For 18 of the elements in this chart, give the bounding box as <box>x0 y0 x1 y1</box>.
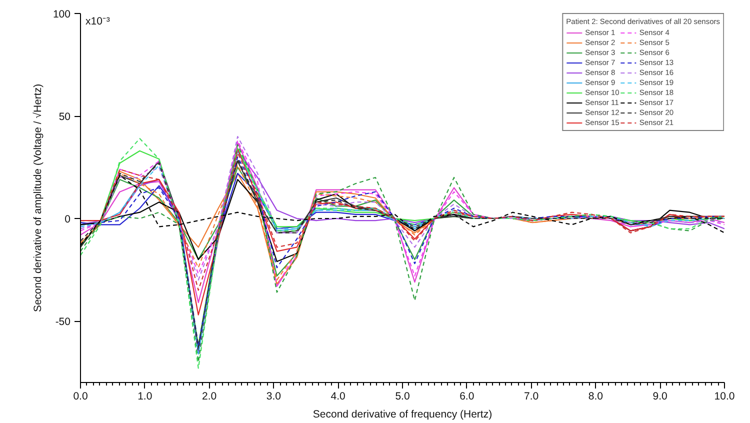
annotation: x10⁻³ <box>86 16 110 28</box>
x-tick-label: 6.0 <box>460 390 474 402</box>
y-axis-title: Second derivative of amplitude (Voltage / √Hertz) <box>32 84 44 312</box>
x-tick-label: 8.0 <box>588 390 604 402</box>
x-tick-label: 7.0 <box>524 390 539 402</box>
y-tick-label: 0 <box>64 214 71 226</box>
x-tick-label: 5.0 <box>395 390 410 402</box>
x-tick-label: 2.0 <box>202 390 217 402</box>
y-tick-label: 100 <box>52 8 71 20</box>
x-tick-label: 10.0 <box>714 390 735 402</box>
x-tick-label: 4.0 <box>330 390 346 402</box>
x-tick-label: 9.0 <box>652 390 668 402</box>
x-axis-title: Second derivative of frequency (Hertz) <box>312 408 492 420</box>
x-tick-label: 3.0 <box>266 390 282 402</box>
y-tick-label: 50 <box>58 111 71 123</box>
x-tick-label: 0.0 <box>73 390 88 402</box>
y-tick-label: -50 <box>55 316 71 328</box>
x-tick-label: 1.0 <box>138 390 152 402</box>
